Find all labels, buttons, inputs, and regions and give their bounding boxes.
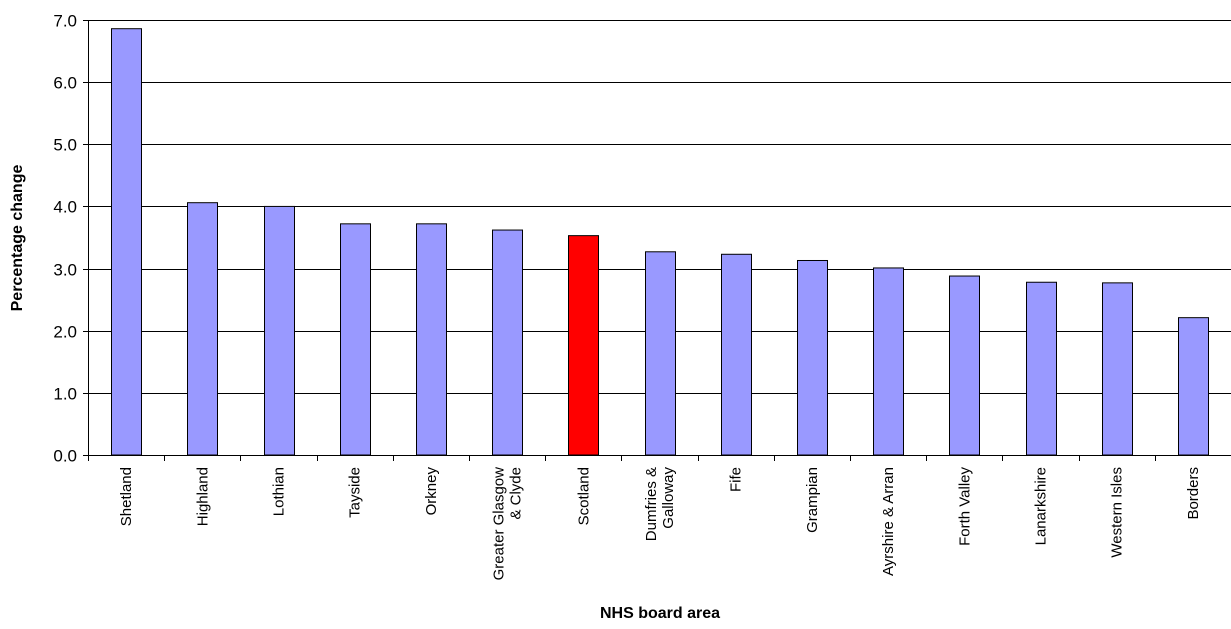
x-tick-label-line: Shetland bbox=[118, 467, 135, 526]
x-tick-label-line: Lanarkshire bbox=[1033, 467, 1050, 545]
x-tick-label-line: Lothian bbox=[271, 467, 288, 516]
y-tick-label: 0.0 bbox=[53, 447, 77, 466]
x-tick-label-line: Ayrshire & Arran bbox=[880, 467, 897, 576]
x-tick-label: Fife bbox=[728, 467, 745, 492]
y-tick-label: 3.0 bbox=[53, 261, 77, 280]
bar-greater-glasgow-clyde bbox=[492, 229, 523, 456]
bar-grampian bbox=[797, 259, 828, 456]
x-tick-label: Dumfries & Galloway bbox=[643, 467, 677, 542]
bar-borders bbox=[1178, 317, 1209, 456]
x-tick-label-line: Western Isles bbox=[1109, 467, 1126, 558]
bar-orkney bbox=[416, 223, 447, 456]
x-tick-label: Shetland bbox=[118, 467, 135, 526]
y-tick-label: 7.0 bbox=[53, 12, 77, 31]
x-tick-label: Lanarkshire bbox=[1033, 467, 1050, 545]
bars bbox=[111, 28, 1209, 456]
x-tick-label: Grampian bbox=[804, 467, 821, 533]
bar-shetland bbox=[111, 28, 142, 456]
x-tick-label-line: Orkney bbox=[423, 467, 440, 516]
x-tick-label-line: Forth Valley bbox=[956, 467, 973, 546]
y-tick-label: 1.0 bbox=[53, 385, 77, 404]
x-tick-label-line: Galloway bbox=[660, 467, 677, 529]
x-tick-label-line: Borders bbox=[1185, 467, 1202, 520]
x-axis-title: NHS board area bbox=[600, 605, 720, 622]
x-tick-label-line: & Clyde bbox=[508, 467, 525, 520]
bar-western-isles bbox=[1102, 282, 1133, 456]
y-tick-label: 2.0 bbox=[53, 323, 77, 342]
x-tick-label: Borders bbox=[1185, 467, 1202, 520]
x-tick-label-line: Grampian bbox=[804, 467, 821, 533]
x-tick-label: Lothian bbox=[271, 467, 288, 516]
x-tick-label: Tayside bbox=[347, 467, 364, 518]
bar-dumfries-galloway bbox=[645, 251, 676, 456]
x-tick-label: Orkney bbox=[423, 467, 440, 516]
x-tick-label: Forth Valley bbox=[956, 467, 973, 546]
x-tick-label-line: Scotland bbox=[575, 467, 592, 525]
bar-lanarkshire bbox=[1026, 281, 1057, 456]
bar-ayrshire-arran bbox=[873, 267, 904, 456]
x-tick-label-line: Tayside bbox=[347, 467, 364, 518]
y-axis-title: Percentage change bbox=[9, 165, 26, 312]
y-tick-label: 5.0 bbox=[53, 136, 77, 155]
bar-fife bbox=[721, 253, 752, 456]
axes bbox=[83, 20, 1231, 461]
x-tick-label: Ayrshire & Arran bbox=[880, 467, 897, 576]
bar-highland bbox=[187, 202, 218, 456]
y-tick-label: 4.0 bbox=[53, 198, 77, 217]
x-tick-label: Scotland bbox=[575, 467, 592, 525]
bar-tayside bbox=[340, 223, 371, 456]
bar-lothian bbox=[264, 205, 295, 456]
y-tick-labels: 0.0 1.0 2.0 3.0 4.0 5.0 6.0 7.0 bbox=[53, 12, 77, 466]
x-tick-label-line: Dumfries & bbox=[643, 467, 660, 541]
x-tick-labels: Shetland Highland Lothian Tayside Orkney Grea… bbox=[118, 467, 1202, 581]
x-tick-label: Western Isles bbox=[1109, 467, 1126, 558]
x-tick-label: Highland bbox=[194, 467, 211, 526]
bar-forth-valley bbox=[949, 275, 980, 456]
y-tick-label: 6.0 bbox=[53, 74, 77, 93]
x-tick-label-line: Greater Glasgow bbox=[491, 467, 508, 581]
x-tick-label: Greater Glasgow & Clyde bbox=[491, 467, 525, 581]
bar-scotland bbox=[568, 235, 599, 456]
x-tick-label-line: Highland bbox=[194, 467, 211, 526]
x-tick-label-line: Fife bbox=[728, 467, 745, 492]
